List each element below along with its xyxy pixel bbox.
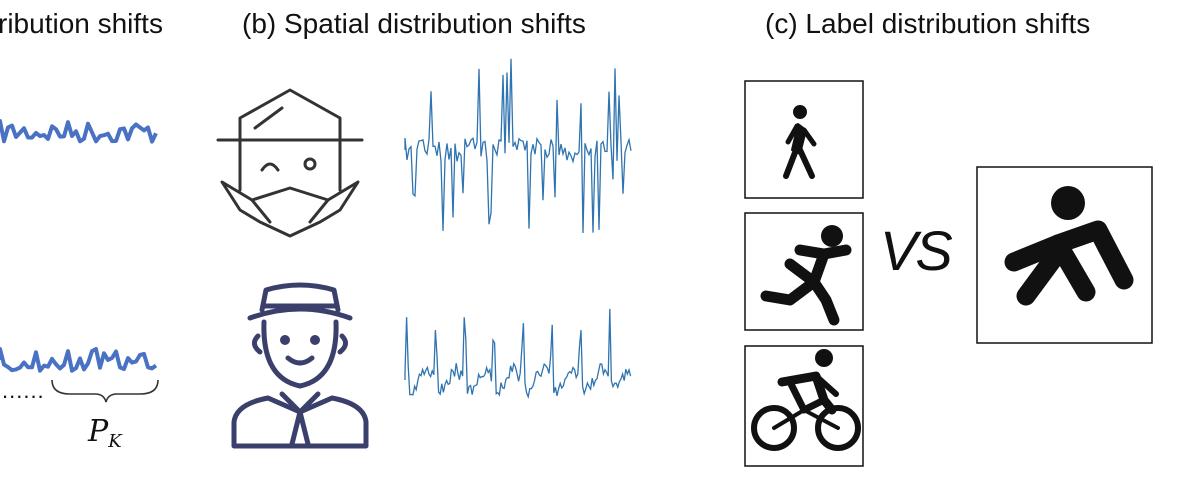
- segment-label: PK: [88, 414, 122, 452]
- falling-icon: [1004, 186, 1134, 306]
- segment-brace: [51, 379, 159, 403]
- panel-b-title: (b) Spatial distribution shifts: [242, 8, 586, 39]
- spatial-signal-top: [404, 58, 632, 234]
- cycling-icon: [751, 349, 861, 451]
- panel-c-title: (c) Label distribution shifts: [765, 8, 1091, 39]
- temporal-signal-bottom: [0, 347, 158, 373]
- panel-a-title: ribution shifts: [0, 8, 163, 39]
- man-hat-icon: [231, 282, 369, 449]
- segment-label-sub: K: [108, 431, 122, 452]
- temporal-signal-top: [0, 119, 158, 144]
- ellipsis: ......: [2, 378, 45, 403]
- old-man-mustache-icon: [216, 88, 364, 238]
- segment-label-base: P: [88, 414, 109, 449]
- walking-box: [744, 80, 864, 199]
- running-icon: [760, 225, 852, 326]
- walking-icon: [783, 105, 817, 179]
- vs-label: VS: [880, 219, 953, 282]
- spatial-signal-bottom: [404, 308, 632, 399]
